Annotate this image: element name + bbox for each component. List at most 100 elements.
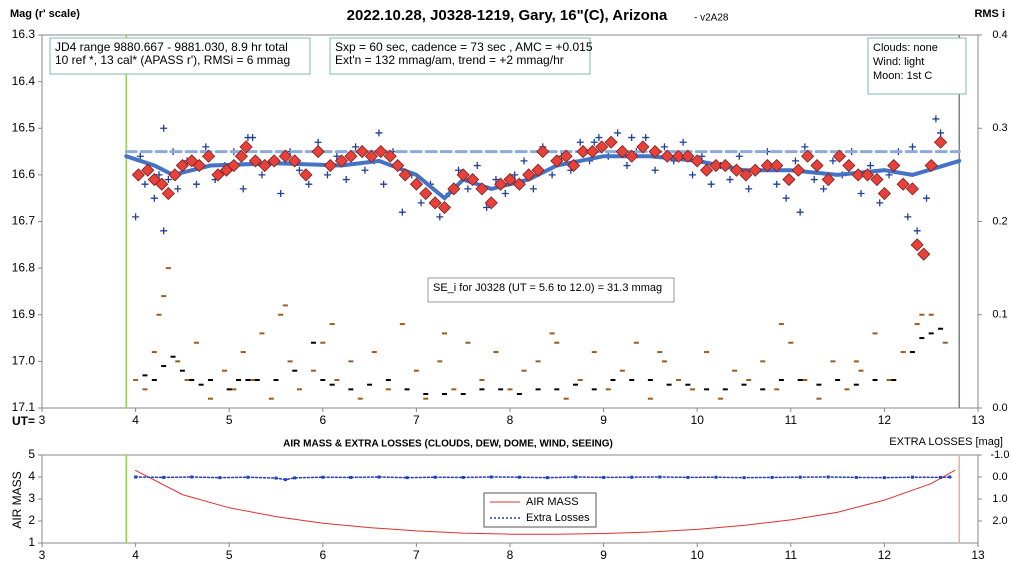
point: [826, 475, 830, 479]
binned-point: [131, 168, 145, 182]
point: [349, 475, 353, 479]
point: [939, 475, 943, 479]
binned-point: [877, 186, 891, 201]
y-tick-label: 16.8: [12, 260, 36, 274]
series-line: [135, 469, 956, 535]
plus-point: [511, 171, 519, 179]
point: [461, 475, 465, 479]
plus-point: [791, 157, 799, 165]
binned-point: [288, 154, 302, 168]
y-tick-label: 17.0: [12, 354, 36, 368]
x-tick-label: 12: [878, 548, 892, 562]
binned-point: [729, 163, 744, 177]
y2-tick-label: 2.0: [992, 515, 1007, 527]
x-tick-label: 5: [226, 413, 233, 427]
legend-label: Extra Losses: [526, 512, 590, 524]
binned-point: [648, 144, 662, 159]
plus-point: [735, 152, 743, 160]
plus-point: [628, 134, 636, 142]
plus-point: [160, 227, 168, 235]
plus-point: [164, 176, 172, 184]
y-tick-label: 16.5: [12, 120, 36, 134]
point: [517, 475, 521, 479]
point: [742, 476, 746, 480]
annotation-box: [427, 277, 675, 303]
binned-point: [933, 135, 948, 149]
binned-point: [615, 144, 629, 159]
binned-point: [851, 168, 865, 182]
binned-point: [709, 158, 723, 173]
y2-tick-label: 0.3: [992, 122, 1007, 134]
plus-point: [380, 180, 388, 188]
plus-point: [202, 143, 210, 151]
plus-point: [801, 143, 809, 151]
plus-point: [698, 152, 706, 160]
plus-point: [660, 143, 668, 151]
binned-point: [810, 158, 824, 173]
binned-point: [690, 154, 704, 168]
plus-point: [796, 208, 804, 216]
plus-point: [333, 152, 341, 160]
binned-point: [428, 196, 442, 210]
plus-point: [132, 213, 140, 221]
plus-point: [160, 124, 168, 132]
chart-subtitle: - v2A28: [694, 13, 729, 24]
x-tick-label: 3: [39, 413, 46, 427]
x-tick-label: 8: [507, 413, 514, 427]
plus-point: [707, 180, 715, 188]
plus-point: [277, 190, 285, 198]
series-line: [134, 476, 951, 481]
y2-axis-label: EXTRA LOSSES [mag]: [889, 436, 1003, 448]
binned-point: [344, 149, 358, 163]
plus-point: [590, 138, 598, 146]
point: [602, 475, 606, 479]
legend-label: AIR MASS: [526, 496, 579, 508]
plus-point: [913, 227, 921, 235]
x-tick-label: 4: [132, 548, 139, 562]
plus-point: [464, 185, 472, 193]
point: [658, 475, 662, 479]
binned-point: [636, 140, 650, 154]
binned-point: [248, 154, 262, 168]
plus-point: [492, 176, 500, 184]
chart-title: 2022.10.28, J0328-1219, Gary, 16"(C), Ar…: [347, 7, 668, 24]
plus-point: [866, 162, 874, 170]
y-tick-label: 2: [28, 513, 35, 527]
binned-point: [821, 172, 835, 187]
binned-point: [364, 149, 379, 163]
x-tick-label: 9: [600, 413, 607, 427]
annotation-box: [867, 37, 967, 95]
plus-point: [623, 162, 631, 170]
binned-point: [278, 149, 292, 163]
binned-point: [739, 168, 753, 182]
binned-point: [234, 149, 248, 163]
binned-point: [791, 163, 805, 177]
plus-point: [548, 171, 556, 179]
plus-point: [239, 185, 247, 193]
binned-point: [567, 158, 581, 173]
x-axis-label: UT=: [12, 414, 35, 428]
binned-point: [671, 149, 686, 163]
binned-point: [465, 172, 480, 187]
binned-point: [559, 149, 573, 163]
plus-point: [932, 115, 940, 123]
plus-point: [398, 208, 406, 216]
binned-point: [905, 182, 920, 196]
annotation-text: Moon: 1st C: [873, 70, 932, 82]
plus-point: [150, 194, 158, 202]
plus-point: [192, 180, 200, 188]
plus-point: [908, 143, 916, 151]
x-tick-label: 10: [691, 548, 705, 562]
binned-point: [522, 168, 536, 182]
plus-point: [352, 143, 360, 151]
binned-point: [536, 144, 550, 159]
annotation-text: Wind: light: [873, 56, 924, 68]
binned-point: [860, 168, 875, 182]
plus-point: [455, 166, 463, 174]
x-tick-label: 4: [132, 413, 139, 427]
point: [283, 478, 287, 482]
point: [714, 475, 718, 479]
binned-point: [870, 172, 884, 187]
plus-point: [483, 204, 491, 212]
x-tick-label: 6: [319, 548, 326, 562]
